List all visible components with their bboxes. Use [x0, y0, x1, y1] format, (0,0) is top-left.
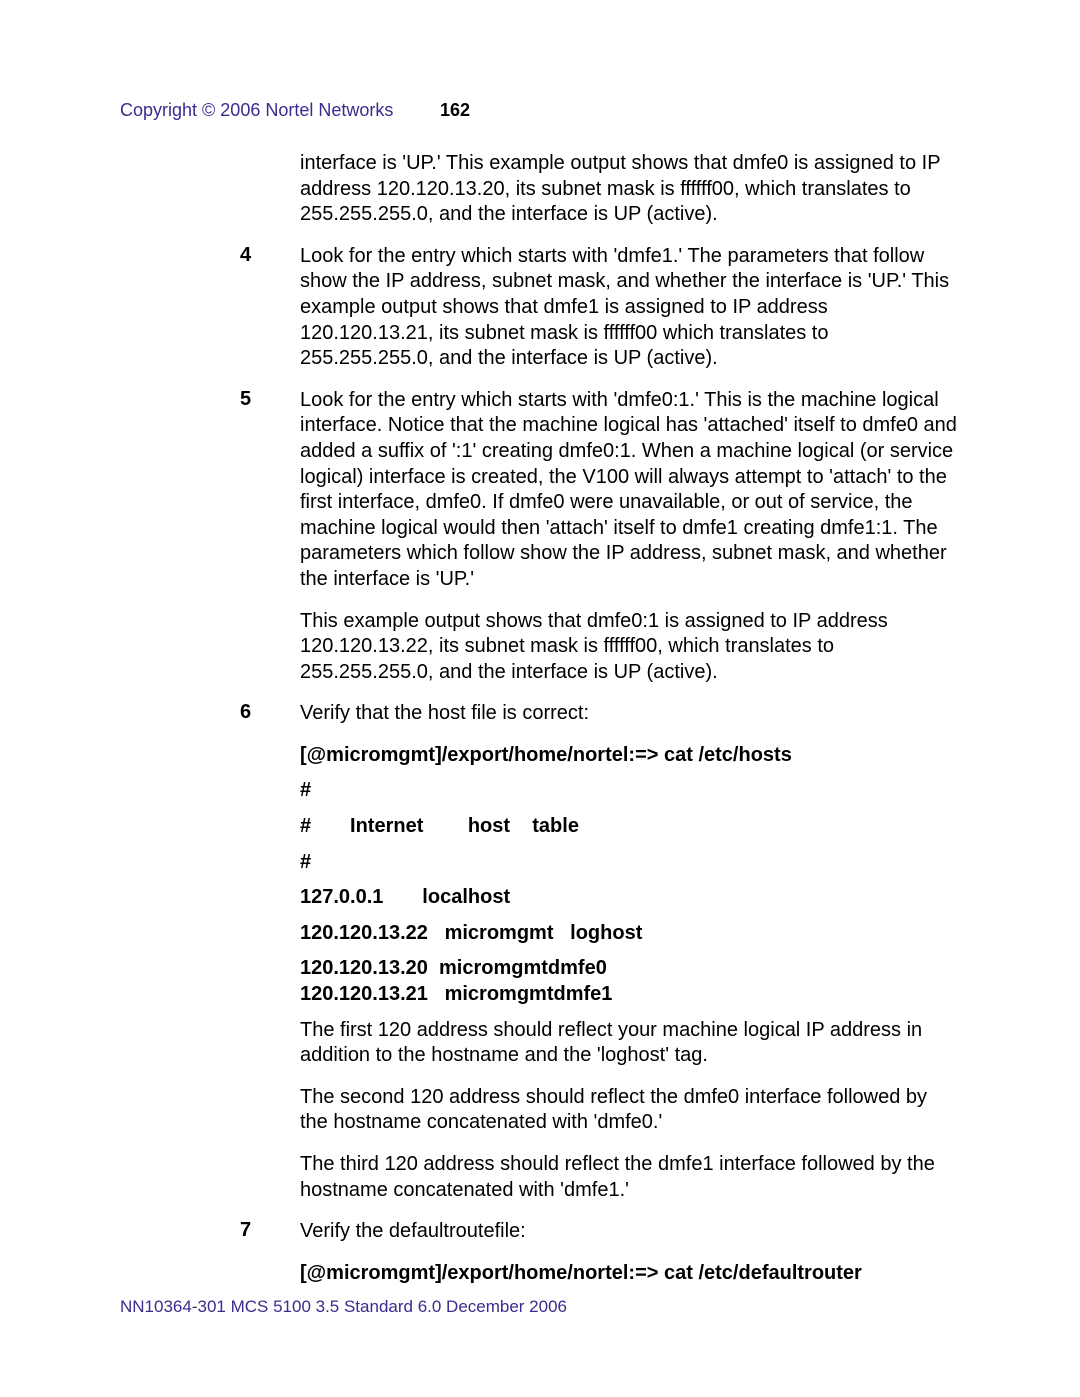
- third-120-para: The third 120 address should reflect the…: [300, 1152, 960, 1203]
- hash-internet-line: # Internet host table: [300, 814, 960, 840]
- step-6: 6 Verify that the host file is correct:: [240, 701, 960, 727]
- step-number: 5: [240, 388, 300, 593]
- step-text: Verify the defaultroutefile:: [300, 1219, 960, 1245]
- host-22-line: 120.120.13.22 micromgmt loghost: [300, 921, 960, 947]
- step-5: 5 Look for the entry which starts with '…: [240, 388, 960, 593]
- step-5-para2: This example output shows that dmfe0:1 i…: [300, 609, 960, 686]
- page-footer: NN10364-301 MCS 5100 3.5 Standard 6.0 De…: [120, 1297, 567, 1317]
- second-120-para: The second 120 address should reflect th…: [300, 1085, 960, 1136]
- page-header: Copyright © 2006 Nortel Networks 162: [120, 100, 960, 121]
- step-4: 4 Look for the entry which starts with '…: [240, 244, 960, 372]
- hash-line: #: [300, 778, 960, 804]
- content-area: interface is 'UP.' This example output s…: [240, 151, 960, 1286]
- first-120-para: The first 120 address should reflect you…: [300, 1018, 960, 1069]
- command-line-1: [@micromgmt]/export/home/nortel:=> cat /…: [300, 743, 960, 769]
- page-number: 162: [440, 100, 470, 121]
- command-line-2: [@micromgmt]/export/home/nortel:=> cat /…: [300, 1261, 960, 1287]
- step-7: 7 Verify the defaultroutefile:: [240, 1219, 960, 1245]
- page-container: Copyright © 2006 Nortel Networks 162 int…: [0, 0, 1080, 1356]
- step-text: Look for the entry which starts with 'dm…: [300, 244, 960, 372]
- step-number: 4: [240, 244, 300, 372]
- hash-line: #: [300, 850, 960, 876]
- step-text: Look for the entry which starts with 'dm…: [300, 388, 960, 593]
- step-number: 7: [240, 1219, 300, 1245]
- copyright-text: Copyright © 2006 Nortel Networks: [120, 100, 440, 121]
- host-20-21-line: 120.120.13.20 micromgmtdmfe0 120.120.13.…: [300, 956, 960, 1007]
- step-text: Verify that the host file is correct:: [300, 701, 960, 727]
- step-number: 6: [240, 701, 300, 727]
- localhost-line: 127.0.0.1 localhost: [300, 885, 960, 911]
- intro-paragraph: interface is 'UP.' This example output s…: [300, 151, 960, 228]
